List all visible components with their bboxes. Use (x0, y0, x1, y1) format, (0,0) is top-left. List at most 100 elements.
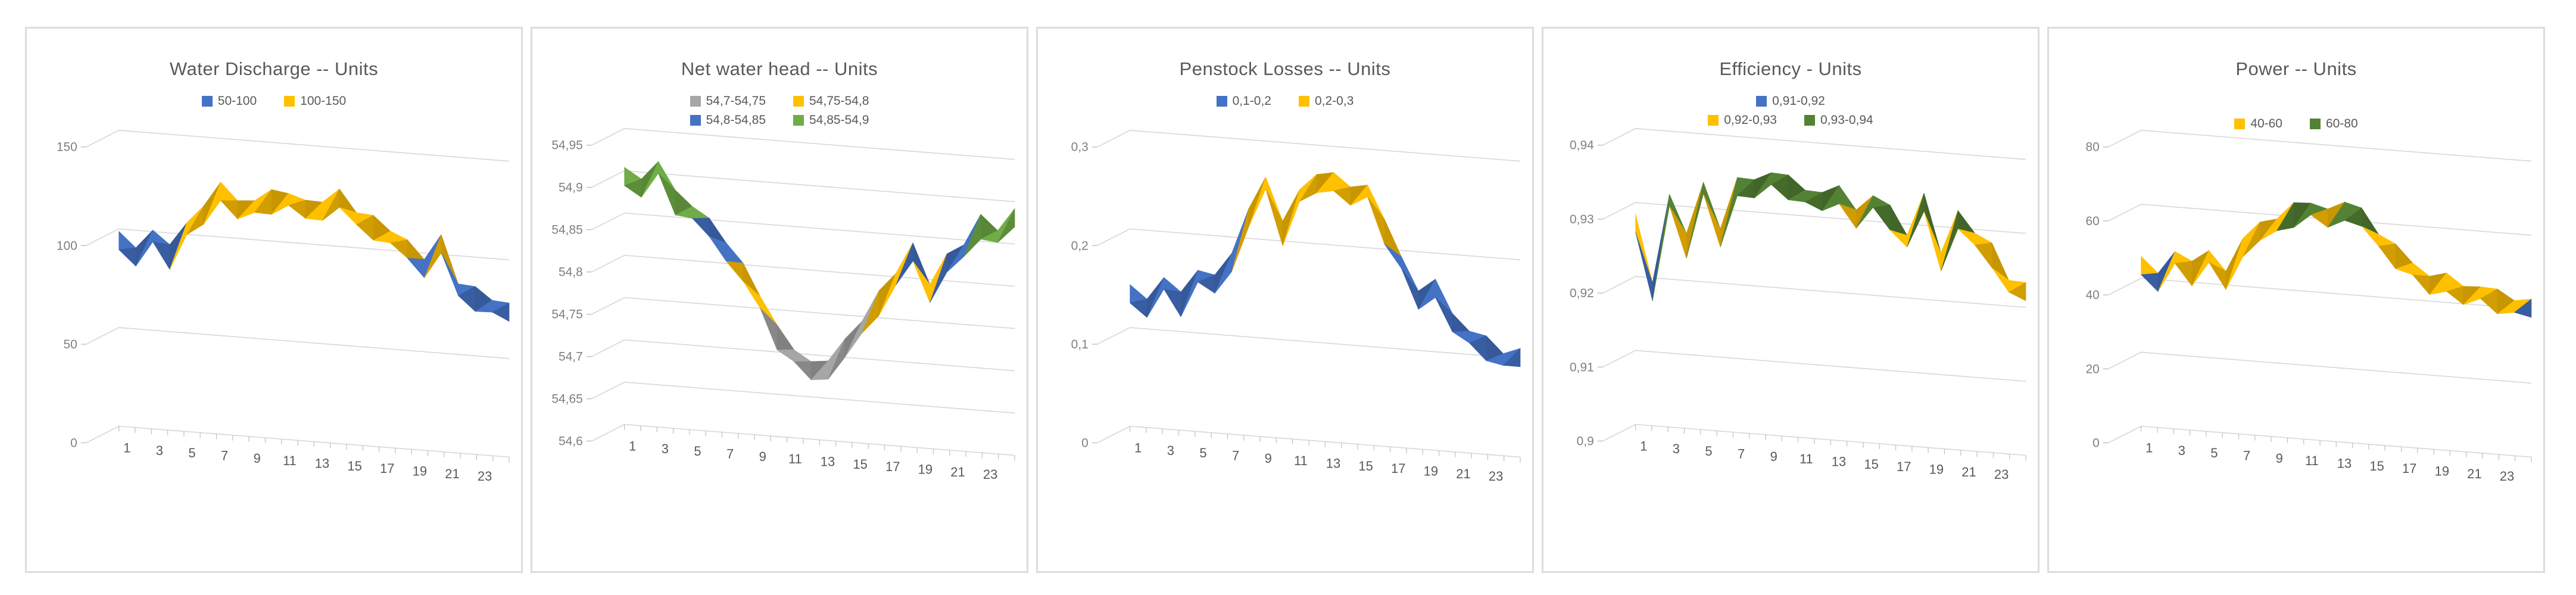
surface-facet (1907, 193, 1925, 247)
surface-facet (1941, 210, 1958, 272)
x-axis-label: 1 (1134, 441, 1142, 456)
chart-title: Efficiency - Units (1719, 58, 1862, 79)
x-axis-label: 11 (1800, 451, 1813, 466)
legend-item: 0,93-0,94 (1804, 113, 1873, 127)
y-axis-label: 54,95 (551, 139, 582, 152)
surface-facet (1502, 348, 1521, 367)
x-axis-label: 7 (2243, 448, 2250, 463)
surface-facet (963, 214, 981, 257)
charts-strip: Water Discharge -- Units 50-100 100-150 1… (25, 27, 2545, 573)
surface-facet (930, 254, 947, 303)
chart-legend: 54,7-54,75 54,75-54,8 54,8-54,85 54,85-54,9 (532, 94, 1027, 127)
y-axis-label: 0 (1081, 436, 1089, 450)
chart-title: Power -- Units (2235, 58, 2357, 79)
surface-facet (1975, 242, 1992, 269)
legend-swatch (1756, 96, 1767, 107)
legend-swatch (690, 96, 701, 107)
chart-panel-water-discharge: Water Discharge -- Units 50-100 100-150 1… (25, 27, 523, 573)
legend-item: 0,92-0,93 (1708, 113, 1777, 127)
surface-plot: 0,30,20,10 1 3 5 7 9 11 13 15 17 19 21 23 (1071, 129, 1521, 484)
x-axis-label: 19 (413, 463, 427, 478)
x-axis-label: 1 (123, 441, 130, 456)
surface-facet (793, 361, 812, 381)
legend-row: 54,7-54,75 54,75-54,8 (690, 94, 869, 108)
y-axis-label: 100 (57, 239, 77, 253)
y-axis-label: 40 (2085, 288, 2099, 302)
x-axis-label: 3 (1673, 441, 1680, 456)
x-axis-label: 11 (2305, 453, 2319, 468)
legend-swatch (1216, 96, 1227, 107)
surface-facet (862, 291, 880, 334)
surface-facet (1265, 188, 1283, 247)
surface-facet (1703, 194, 1721, 247)
x-axis-label: 21 (1456, 466, 1470, 481)
x-axis-label: 15 (1864, 457, 1878, 472)
x-axis-label: 19 (918, 462, 933, 476)
legend-swatch (1804, 115, 1815, 126)
x-axis-label: 9 (1265, 451, 1272, 466)
legend-row: 0,92-0,93 0,93-0,94 (1708, 113, 1873, 127)
legend-label: 54,7-54,75 (706, 94, 766, 108)
legend-swatch (690, 115, 701, 126)
surface-facet (220, 182, 238, 201)
x-axis-label: 13 (315, 456, 329, 471)
legend-swatch (2234, 119, 2246, 129)
chart-legend: 50-100 100-150 (27, 94, 521, 108)
legend-label: 50-100 (217, 94, 257, 108)
y-axis-label: 0,91 (1570, 360, 1594, 374)
x-axis-label: 11 (788, 451, 802, 466)
gridline (2108, 129, 2532, 162)
surface-facet (997, 208, 1015, 243)
x-axis-label: 21 (2467, 466, 2481, 481)
surface-facet (776, 349, 794, 362)
surface-facet (1923, 211, 1941, 272)
x-axis-label: 13 (1832, 454, 1846, 469)
chart-panel-power: Power -- Units 40-60 60-80 80 60 40 20 0 1 3 5 7 9… (2047, 27, 2545, 573)
surface-facet (2513, 298, 2532, 318)
surface-facet (776, 324, 795, 350)
gridline (1097, 327, 1521, 359)
surface-facet (2008, 282, 2026, 301)
surface-facet (407, 239, 425, 260)
surface-facet (1231, 208, 1249, 272)
x-axis-label: 5 (1199, 446, 1206, 460)
x-axis-label: 3 (156, 443, 163, 458)
legend-row: 50-100 100-150 (201, 94, 346, 108)
legend-label: 60-80 (2326, 117, 2358, 130)
gridline (86, 129, 510, 162)
x-axis-label: 15 (2369, 459, 2384, 473)
x-axis-label: 23 (478, 469, 492, 484)
x-axis-label: 5 (1705, 444, 1712, 459)
y-axis-label: 0,9 (1577, 434, 1594, 448)
surface-facet (2412, 274, 2430, 295)
surface-facet (118, 230, 136, 250)
legend-label: 0,93-0,94 (1820, 113, 1873, 127)
surface-facet (725, 261, 744, 282)
surface-facet (2140, 273, 2159, 292)
legend-item: 100-150 (284, 94, 346, 108)
legend-row: 54,8-54,85 54,85-54,9 (690, 113, 869, 127)
legend-item: 54,75-54,8 (793, 94, 869, 108)
chart-panel-penstock-losses: Penstock Losses -- Units 0,1-0,2 0,2-0,3 … (1036, 27, 1534, 573)
gridline (1602, 350, 2026, 382)
y-axis-label: 50 (63, 338, 77, 351)
gridline (1097, 228, 1521, 261)
x-axis-label: 5 (694, 444, 701, 459)
y-axis-label: 0 (2092, 436, 2100, 450)
y-axis-label: 54,85 (551, 223, 582, 237)
chart-legend: 0,1-0,2 0,2-0,3 (1038, 94, 1532, 108)
y-axis-label: 54,75 (551, 308, 582, 322)
legend-item: 54,85-54,9 (793, 113, 869, 127)
x-axis-label: 21 (950, 465, 965, 479)
x-axis-label: 5 (2210, 446, 2218, 460)
chart-legend: 40-60 60-80 (2049, 117, 2543, 131)
x-axis-label: 23 (1489, 469, 1503, 484)
surface-facet (407, 258, 425, 279)
y-axis-label: 54,6 (559, 434, 583, 448)
x-axis-label: 17 (380, 461, 394, 476)
gridline (2108, 351, 2532, 384)
legend-item: 60-80 (2310, 117, 2358, 131)
x-axis-label: 13 (2337, 456, 2352, 471)
legend-item: 54,8-54,85 (690, 113, 766, 127)
legend-swatch (201, 96, 213, 107)
